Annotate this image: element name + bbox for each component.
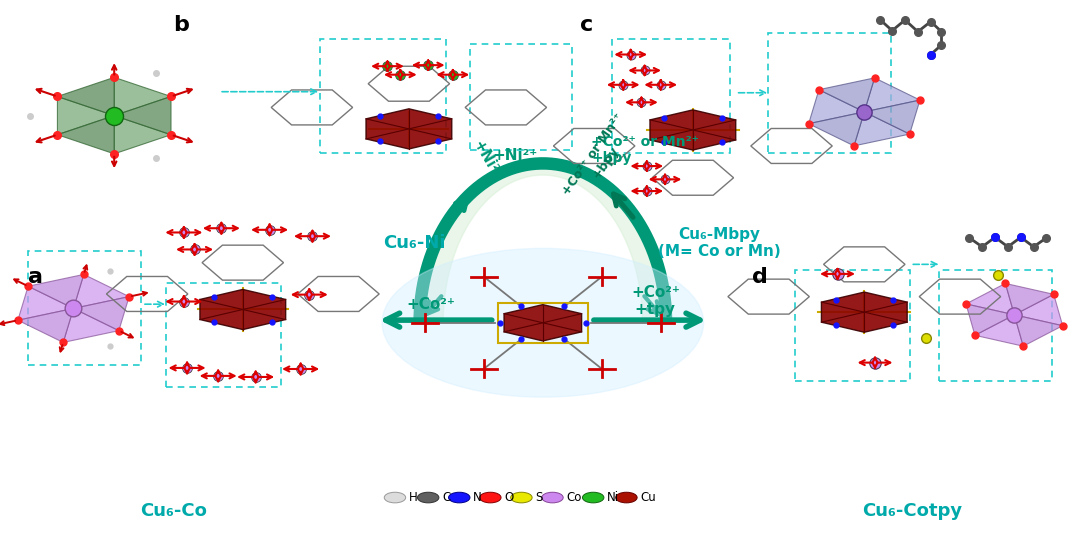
Text: +Co²⁺
+tpy: +Co²⁺ +tpy xyxy=(631,285,679,318)
Text: Cu₆-Co: Cu₆-Co xyxy=(139,502,206,520)
Polygon shape xyxy=(114,115,171,154)
Text: +Ni²⁺: +Ni²⁺ xyxy=(492,148,538,163)
Polygon shape xyxy=(809,90,864,124)
Polygon shape xyxy=(200,289,286,329)
Polygon shape xyxy=(1014,294,1063,326)
Polygon shape xyxy=(57,115,114,154)
Text: H: H xyxy=(409,491,418,504)
Text: Cu₆-Ni: Cu₆-Ni xyxy=(383,234,445,252)
Polygon shape xyxy=(966,284,1014,315)
Text: S: S xyxy=(536,491,543,504)
Polygon shape xyxy=(18,309,73,342)
Polygon shape xyxy=(854,112,909,146)
Polygon shape xyxy=(975,315,1023,346)
Text: b: b xyxy=(173,14,189,35)
Text: +Co²⁺ or Mn²⁺
+bpy: +Co²⁺ or Mn²⁺ +bpy xyxy=(591,135,699,165)
Polygon shape xyxy=(114,97,171,135)
Polygon shape xyxy=(650,110,735,150)
Polygon shape xyxy=(73,296,130,331)
Bar xyxy=(470,44,571,150)
Circle shape xyxy=(616,492,637,503)
Polygon shape xyxy=(64,309,119,342)
Polygon shape xyxy=(1014,315,1063,346)
Circle shape xyxy=(448,492,470,503)
Bar xyxy=(28,251,141,365)
Text: N: N xyxy=(473,491,482,504)
Text: +Co²⁺: +Co²⁺ xyxy=(406,297,455,312)
Text: c: c xyxy=(580,14,594,35)
Text: Co: Co xyxy=(566,491,582,504)
Text: O: O xyxy=(504,491,513,504)
Polygon shape xyxy=(864,100,920,134)
Polygon shape xyxy=(819,78,875,112)
Polygon shape xyxy=(366,109,451,149)
Text: a: a xyxy=(28,267,43,287)
Text: C: C xyxy=(442,491,450,504)
Polygon shape xyxy=(822,292,907,332)
Polygon shape xyxy=(966,304,1014,335)
Text: Cu₆-Mbpy
(M= Co or Mn): Cu₆-Mbpy (M= Co or Mn) xyxy=(659,227,781,260)
Circle shape xyxy=(480,492,501,503)
Ellipse shape xyxy=(382,248,703,397)
Text: Ni: Ni xyxy=(607,491,619,504)
Polygon shape xyxy=(57,97,114,135)
Polygon shape xyxy=(504,304,582,341)
Bar xyxy=(320,38,446,153)
Bar xyxy=(165,283,282,387)
Polygon shape xyxy=(18,286,73,320)
Circle shape xyxy=(384,492,406,503)
Circle shape xyxy=(542,492,563,503)
Text: Cu₆-Cotpy: Cu₆-Cotpy xyxy=(863,502,962,520)
Polygon shape xyxy=(114,77,171,115)
Polygon shape xyxy=(57,77,114,115)
Circle shape xyxy=(582,492,604,503)
Polygon shape xyxy=(420,163,666,323)
Bar xyxy=(795,270,910,381)
Polygon shape xyxy=(1005,284,1054,315)
Polygon shape xyxy=(73,274,130,309)
Text: +Co²⁺ or Mn²⁺
+bpy: +Co²⁺ or Mn²⁺ +bpy xyxy=(561,111,639,206)
Text: Cu: Cu xyxy=(640,491,656,504)
Text: +Ni²⁺: +Ni²⁺ xyxy=(470,138,504,183)
Bar xyxy=(940,270,1052,381)
Text: d: d xyxy=(752,267,768,287)
Polygon shape xyxy=(28,274,84,309)
Circle shape xyxy=(511,492,532,503)
Circle shape xyxy=(418,492,438,503)
Polygon shape xyxy=(809,112,864,146)
Bar xyxy=(768,33,891,153)
Bar xyxy=(612,38,730,153)
Polygon shape xyxy=(864,78,920,112)
